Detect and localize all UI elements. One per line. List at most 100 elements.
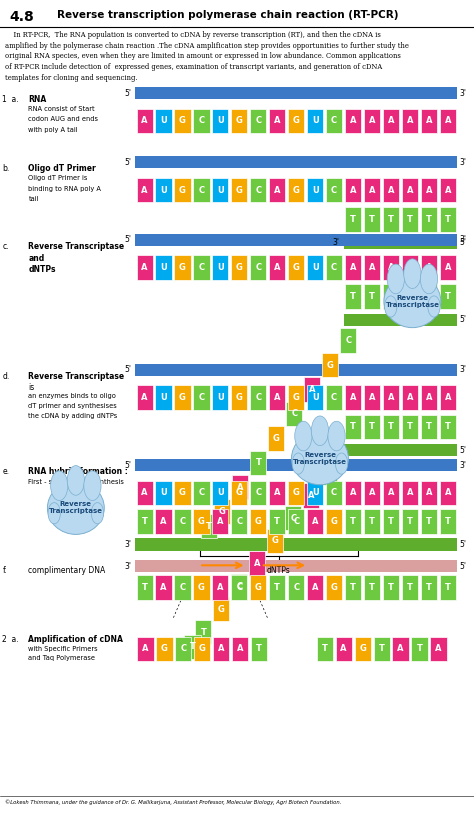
Text: dNTPs: dNTPs bbox=[267, 567, 291, 575]
FancyBboxPatch shape bbox=[303, 484, 319, 508]
Text: C: C bbox=[331, 186, 337, 195]
Text: T: T bbox=[388, 292, 394, 301]
FancyBboxPatch shape bbox=[137, 108, 153, 133]
FancyBboxPatch shape bbox=[421, 108, 437, 133]
FancyBboxPatch shape bbox=[269, 108, 285, 133]
Circle shape bbox=[336, 453, 348, 474]
FancyBboxPatch shape bbox=[440, 208, 456, 231]
Circle shape bbox=[91, 503, 104, 524]
Text: 5': 5' bbox=[124, 461, 131, 470]
Text: A: A bbox=[160, 583, 167, 593]
Text: A: A bbox=[445, 186, 451, 195]
Text: 3': 3' bbox=[460, 89, 467, 98]
Text: A: A bbox=[426, 186, 432, 195]
Text: G: G bbox=[179, 186, 186, 195]
Text: G: G bbox=[179, 116, 186, 125]
FancyBboxPatch shape bbox=[364, 108, 380, 133]
Text: G: G bbox=[236, 488, 243, 497]
Text: C: C bbox=[199, 263, 204, 272]
Text: ©Lokesh Thimmana, under the guidance of Dr. G. Mallikarjuna, Assistant Professor: ©Lokesh Thimmana, under the guidance of … bbox=[5, 799, 341, 805]
FancyBboxPatch shape bbox=[364, 414, 380, 440]
Text: T: T bbox=[369, 583, 375, 593]
Text: T: T bbox=[206, 522, 212, 531]
Text: A: A bbox=[217, 583, 224, 593]
FancyBboxPatch shape bbox=[288, 385, 304, 409]
Text: Oligo dT Primer: Oligo dT Primer bbox=[28, 164, 96, 173]
Text: A: A bbox=[350, 263, 356, 272]
Text: T: T bbox=[445, 422, 451, 431]
Text: U: U bbox=[217, 393, 224, 402]
Text: G: G bbox=[179, 263, 186, 272]
FancyBboxPatch shape bbox=[440, 480, 456, 505]
FancyBboxPatch shape bbox=[212, 177, 228, 203]
Text: A: A bbox=[141, 488, 148, 497]
Text: T: T bbox=[426, 422, 432, 431]
FancyBboxPatch shape bbox=[231, 385, 247, 409]
Text: with Specific Primers: with Specific Primers bbox=[28, 646, 98, 651]
FancyBboxPatch shape bbox=[137, 385, 153, 409]
FancyBboxPatch shape bbox=[195, 620, 211, 645]
Text: 5': 5' bbox=[460, 445, 467, 455]
Text: U: U bbox=[312, 263, 319, 272]
Text: A: A bbox=[350, 393, 356, 402]
FancyBboxPatch shape bbox=[250, 575, 266, 600]
Text: is: is bbox=[28, 383, 35, 392]
FancyBboxPatch shape bbox=[267, 529, 283, 554]
Text: T: T bbox=[369, 215, 375, 224]
Text: dT primer and synthesises: dT primer and synthesises bbox=[28, 403, 117, 409]
Text: T: T bbox=[274, 517, 280, 526]
Text: T: T bbox=[426, 292, 432, 301]
FancyBboxPatch shape bbox=[440, 285, 456, 309]
Text: A: A bbox=[350, 116, 356, 125]
FancyBboxPatch shape bbox=[213, 637, 229, 661]
Circle shape bbox=[311, 416, 328, 445]
Text: A: A bbox=[218, 644, 225, 654]
Text: T: T bbox=[426, 583, 432, 593]
FancyBboxPatch shape bbox=[193, 385, 210, 409]
Text: A: A bbox=[142, 644, 149, 654]
FancyBboxPatch shape bbox=[212, 108, 228, 133]
Text: RNA hybrid formation :: RNA hybrid formation : bbox=[28, 467, 128, 476]
FancyBboxPatch shape bbox=[402, 256, 418, 280]
Text: C: C bbox=[255, 393, 261, 402]
FancyBboxPatch shape bbox=[402, 510, 418, 534]
Text: T: T bbox=[327, 468, 332, 477]
FancyBboxPatch shape bbox=[364, 385, 380, 409]
FancyBboxPatch shape bbox=[269, 177, 285, 203]
Text: U: U bbox=[160, 263, 167, 272]
FancyBboxPatch shape bbox=[326, 385, 342, 409]
Text: C: C bbox=[199, 186, 204, 195]
FancyBboxPatch shape bbox=[402, 108, 418, 133]
Circle shape bbox=[328, 422, 345, 451]
Text: f.: f. bbox=[2, 566, 7, 575]
FancyBboxPatch shape bbox=[440, 510, 456, 534]
FancyBboxPatch shape bbox=[288, 480, 304, 505]
Text: A: A bbox=[369, 263, 375, 272]
Bar bbox=[344, 236, 457, 249]
Text: G: G bbox=[293, 186, 300, 195]
Text: T: T bbox=[445, 583, 451, 593]
FancyBboxPatch shape bbox=[249, 552, 265, 576]
Text: A: A bbox=[141, 263, 148, 272]
FancyBboxPatch shape bbox=[421, 575, 437, 600]
Text: 5': 5' bbox=[460, 540, 467, 549]
FancyBboxPatch shape bbox=[345, 208, 361, 231]
FancyBboxPatch shape bbox=[345, 480, 361, 505]
FancyBboxPatch shape bbox=[411, 637, 428, 661]
FancyBboxPatch shape bbox=[402, 285, 418, 309]
Text: T: T bbox=[255, 458, 261, 467]
FancyBboxPatch shape bbox=[193, 177, 210, 203]
Text: 5': 5' bbox=[124, 158, 131, 167]
Text: A: A bbox=[350, 488, 356, 497]
FancyBboxPatch shape bbox=[307, 108, 323, 133]
FancyBboxPatch shape bbox=[231, 108, 247, 133]
Text: codon AUG and ends: codon AUG and ends bbox=[28, 116, 99, 122]
FancyBboxPatch shape bbox=[322, 353, 338, 378]
Text: A: A bbox=[445, 488, 451, 497]
FancyBboxPatch shape bbox=[250, 451, 266, 475]
FancyBboxPatch shape bbox=[201, 514, 217, 539]
Text: C: C bbox=[255, 116, 261, 125]
FancyBboxPatch shape bbox=[364, 285, 380, 309]
FancyBboxPatch shape bbox=[374, 637, 390, 661]
Bar bbox=[135, 364, 457, 376]
